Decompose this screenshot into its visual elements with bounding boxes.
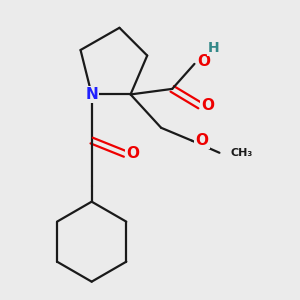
Text: O: O: [197, 54, 210, 69]
Text: CH₃: CH₃: [231, 148, 253, 158]
Text: O: O: [196, 133, 208, 148]
Text: H: H: [208, 41, 220, 55]
Text: N: N: [85, 87, 98, 102]
Text: O: O: [201, 98, 214, 113]
Text: O: O: [126, 146, 139, 161]
